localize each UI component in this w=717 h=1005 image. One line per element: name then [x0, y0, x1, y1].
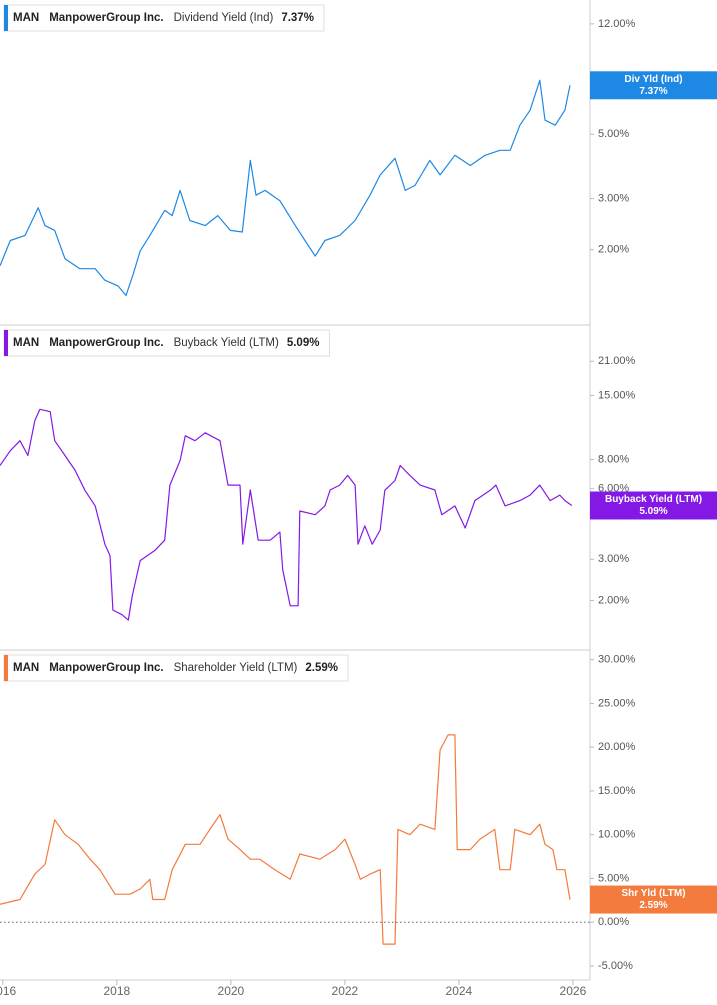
y-tick-label: -5.00% [598, 960, 633, 972]
x-tick-label: 2024 [446, 984, 473, 998]
y-tick-label: 3.00% [598, 553, 629, 565]
y-tick-label: 25.00% [598, 697, 636, 709]
y-tick-label: 15.00% [598, 389, 636, 401]
y-tick-label: 15.00% [598, 785, 636, 797]
y-tick-label: 2.00% [598, 244, 629, 256]
x-tick-label: 2026 [560, 984, 587, 998]
legend-series-name: Buyback Yield (LTM) [174, 337, 279, 349]
y-tick-label: 2.00% [598, 594, 629, 606]
y-tick-label: 21.00% [598, 355, 636, 367]
y-tick-label: 5.00% [598, 128, 629, 140]
legend-swatch [4, 655, 8, 681]
x-tick-label: 2016 [0, 984, 17, 998]
legend-ticker: MAN [13, 662, 39, 674]
legend-box [3, 4, 325, 32]
y-tick-label: 5.00% [598, 872, 629, 884]
x-tick-label: 2022 [332, 984, 359, 998]
legend-swatch [4, 330, 8, 356]
y-tick-label: 0.00% [598, 916, 629, 928]
legend-ticker: MAN [13, 12, 39, 24]
legend-ticker: MAN [13, 337, 39, 349]
legend-value: 7.37% [281, 12, 314, 24]
legend: MAN ManpowerGroup Inc. Shareholder Yield (… [3, 654, 349, 682]
value-tag-name: Shr Yld (LTM) [621, 888, 685, 899]
y-tick-label: 8.00% [598, 453, 629, 465]
y-tick-label: 30.00% [598, 654, 636, 666]
legend-company: ManpowerGroup Inc. [49, 662, 163, 674]
y-tick-label: 20.00% [598, 741, 636, 753]
series-line [0, 79, 571, 297]
y-tick-label: 12.00% [598, 18, 636, 30]
legend-series-name: Dividend Yield (Ind) [174, 12, 274, 24]
legend-swatch [4, 5, 8, 31]
legend-company: ManpowerGroup Inc. [49, 337, 163, 349]
legend-value: 5.09% [287, 337, 320, 349]
series-line [0, 734, 571, 945]
legend: MAN ManpowerGroup Inc. Dividend Yield (Ind… [3, 4, 325, 32]
x-tick-label: 2020 [218, 984, 245, 998]
value-tag-value: 5.09% [639, 506, 667, 517]
value-tag [590, 71, 717, 100]
value-tag-name: Div Yld (Ind) [624, 74, 682, 85]
value-tag [590, 885, 717, 914]
legend-value: 2.59% [305, 662, 338, 674]
series-line [0, 408, 573, 621]
value-tag [590, 491, 717, 520]
y-tick-label: 10.00% [598, 829, 636, 841]
value-tag-value: 2.59% [639, 900, 667, 911]
x-tick-label: 2018 [104, 984, 131, 998]
legend-series-name: Shareholder Yield (LTM) [174, 662, 298, 674]
legend-box [3, 329, 330, 357]
legend: MAN ManpowerGroup Inc. Buyback Yield (LTM)… [3, 329, 330, 357]
y-tick-label: 3.00% [598, 192, 629, 204]
value-tag-name: Buyback Yield (LTM) [605, 494, 702, 505]
value-tag-value: 7.37% [639, 86, 667, 97]
legend-box [3, 654, 349, 682]
legend-company: ManpowerGroup Inc. [49, 12, 163, 24]
